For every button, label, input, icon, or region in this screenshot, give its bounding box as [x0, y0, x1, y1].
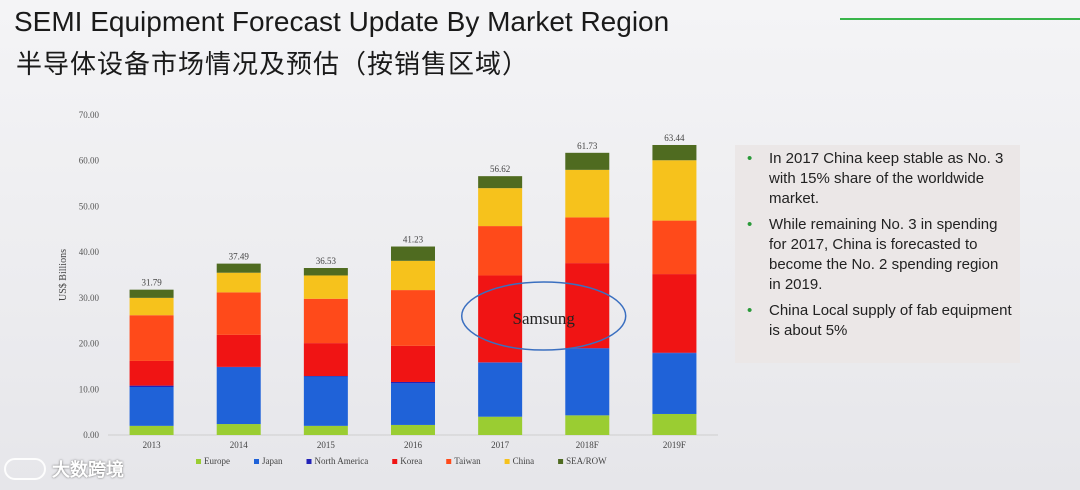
bar-segment — [216, 424, 261, 435]
bar-segment — [652, 274, 697, 353]
bar-segment — [565, 263, 610, 349]
watermark: 大数跨境 — [4, 456, 124, 482]
annotation-ellipse — [460, 281, 627, 351]
bar-total-label: 37.49 — [229, 252, 250, 262]
bar-segment — [391, 383, 435, 425]
bar-segment — [129, 297, 174, 316]
bar-total-label: 41.23 — [403, 235, 424, 245]
y-tick-label: 70.00 — [79, 110, 100, 120]
y-tick-label: 40.00 — [79, 247, 100, 257]
bar-segment — [129, 315, 174, 361]
y-tick-label: 50.00 — [79, 201, 100, 211]
bar-segment — [303, 343, 348, 377]
bar-segment — [565, 217, 610, 264]
page-subtitle: 半导体设备市场情况及预估（按销售区域） — [16, 49, 530, 79]
watermark-text: 大数跨境 — [52, 460, 124, 480]
bar-segment — [652, 413, 697, 435]
bar-segment — [391, 424, 435, 435]
watermark-logo-icon — [4, 458, 46, 480]
bar-segment — [478, 188, 523, 227]
bar-segment — [652, 353, 697, 414]
bar-segment — [478, 176, 523, 189]
bar-total-label: 63.44 — [664, 133, 685, 143]
bar-segment — [391, 381, 435, 384]
y-tick-label: 20.00 — [79, 339, 100, 349]
x-tick-label: 2018F — [576, 440, 599, 450]
notes-panel: • In 2017 China keep stable as No. 3 wit… — [735, 145, 1020, 363]
bar-segment — [303, 298, 348, 344]
bar-segment — [652, 144, 697, 161]
legend-label: China — [513, 456, 535, 466]
x-tick-label: 2014 — [230, 440, 249, 450]
bar-segment — [129, 289, 174, 298]
x-tick-label: 2013 — [143, 440, 162, 450]
bar-segment — [565, 169, 610, 218]
x-tick-label: 2017 — [491, 440, 510, 450]
note-text: In 2017 China keep stable as No. 3 with … — [769, 150, 1004, 207]
legend-label: Taiwan — [454, 456, 481, 466]
annotation-label: Samsung — [513, 309, 576, 328]
bar-total-label: 56.62 — [490, 164, 510, 174]
legend-swatch — [254, 459, 259, 464]
bar-segment — [216, 292, 261, 335]
bullet-icon: • — [747, 216, 753, 233]
bullet-icon: • — [747, 150, 753, 167]
bar-segment — [129, 425, 174, 435]
legend-label: Europe — [204, 456, 230, 466]
bar-segment — [303, 268, 348, 276]
bar-segment — [216, 272, 261, 293]
bar-segment — [652, 160, 697, 221]
x-tick-label: 2016 — [404, 440, 423, 450]
bar-segment — [652, 220, 697, 275]
legend-swatch — [504, 459, 510, 464]
bar-segment — [303, 275, 348, 299]
legend-label: Japan — [262, 456, 283, 466]
y-tick-label: 60.00 — [79, 156, 100, 166]
legend-swatch — [196, 459, 201, 464]
legend-label: SEA/ROW — [566, 456, 607, 466]
bar-segment — [129, 387, 174, 426]
x-tick-label: 2015 — [317, 440, 336, 450]
bar-segment — [216, 263, 261, 273]
legend-swatch — [558, 459, 564, 464]
bar-segment — [216, 334, 261, 367]
bar-segment — [391, 290, 435, 346]
y-tick-label: 0.00 — [83, 430, 99, 440]
note-item: • China Local supply of fab equipment is… — [743, 301, 1012, 341]
bar-segment — [565, 348, 610, 416]
bar-segment — [478, 362, 523, 417]
legend-swatch — [306, 459, 312, 464]
legend-swatch — [392, 459, 398, 464]
page-title: SEMI Equipment Forecast Update By Market… — [14, 6, 670, 37]
y-tick-label: 30.00 — [79, 293, 100, 303]
y-tick-label: 10.00 — [79, 384, 100, 394]
bar-total-label: 31.79 — [141, 278, 162, 288]
top-accent-rule — [840, 18, 1080, 20]
legend-label: North America — [315, 456, 369, 466]
note-text: While remaining No. 3 in spending for 20… — [769, 216, 999, 293]
note-text: China Local supply of fab equipment is a… — [769, 302, 1012, 339]
bar-segment — [478, 226, 523, 276]
y-axis-label: US$ Billions — [58, 249, 69, 301]
bar-segment — [391, 345, 435, 382]
bar-segment — [129, 385, 174, 387]
bar-segment — [129, 360, 174, 386]
bar-total-label: 61.73 — [577, 141, 598, 151]
bar-segment — [303, 425, 348, 435]
legend-label: Korea — [400, 456, 422, 466]
bar-segment — [391, 246, 435, 261]
x-tick-label: 2019F — [663, 440, 686, 450]
legend-swatch — [446, 459, 452, 464]
note-item: • While remaining No. 3 in spending for … — [743, 215, 1012, 295]
bar-segment — [303, 376, 348, 426]
note-item: • In 2017 China keep stable as No. 3 wit… — [743, 149, 1012, 209]
bullet-icon: • — [747, 302, 753, 319]
bar-segment — [478, 416, 523, 435]
bar-segment — [565, 152, 610, 170]
bar-segment — [391, 260, 435, 291]
bar-segment — [216, 367, 261, 425]
bar-total-label: 36.53 — [316, 256, 337, 266]
bar-segment — [565, 415, 610, 435]
